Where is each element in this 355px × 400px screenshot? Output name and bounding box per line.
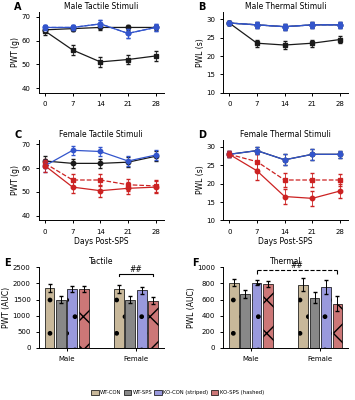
Bar	[45, 288, 54, 348]
Text: F: F	[192, 258, 199, 268]
Bar	[263, 284, 273, 348]
Text: B: B	[198, 2, 206, 12]
Title: Tactile: Tactile	[89, 258, 114, 266]
Title: Male Thermal Stimuli: Male Thermal Stimuli	[245, 2, 326, 11]
Text: ##: ##	[130, 265, 142, 274]
Bar	[137, 290, 147, 348]
Title: Thermal: Thermal	[270, 258, 301, 266]
Bar	[79, 289, 88, 348]
Y-axis label: PWL (AUC): PWL (AUC)	[187, 287, 196, 328]
Bar	[67, 289, 77, 348]
Bar	[148, 300, 158, 348]
Bar	[114, 289, 124, 348]
Bar	[310, 298, 320, 348]
Text: ##: ##	[291, 261, 304, 270]
Text: D: D	[198, 130, 207, 140]
Y-axis label: PWT (g): PWT (g)	[11, 37, 20, 67]
Y-axis label: PWT (g): PWT (g)	[11, 165, 20, 195]
Bar	[321, 287, 331, 348]
Bar	[299, 284, 308, 348]
Bar	[229, 282, 239, 348]
Text: A: A	[14, 2, 22, 12]
Title: Female Thermal Stimuli: Female Thermal Stimuli	[240, 130, 331, 139]
Text: C: C	[14, 130, 21, 140]
X-axis label: Days Post-SPS: Days Post-SPS	[74, 238, 129, 246]
Bar	[240, 294, 250, 348]
Bar	[252, 282, 261, 348]
Y-axis label: PWL (s): PWL (s)	[196, 38, 204, 67]
Bar	[56, 300, 66, 348]
Y-axis label: PWL (s): PWL (s)	[196, 166, 204, 194]
X-axis label: Days Post-SPS: Days Post-SPS	[258, 238, 313, 246]
Title: Female Tactile Stimuli: Female Tactile Stimuli	[59, 130, 143, 139]
Text: E: E	[4, 258, 11, 268]
Legend: WT-CON, WT-SPS, KO-CON (striped), KO-SPS (hashed): WT-CON, WT-SPS, KO-CON (striped), KO-SPS…	[89, 388, 266, 397]
Y-axis label: PWT (AUC): PWT (AUC)	[2, 287, 11, 328]
Bar	[126, 300, 135, 348]
Bar	[333, 304, 342, 348]
Title: Male Tactile Stimuli: Male Tactile Stimuli	[64, 2, 138, 11]
